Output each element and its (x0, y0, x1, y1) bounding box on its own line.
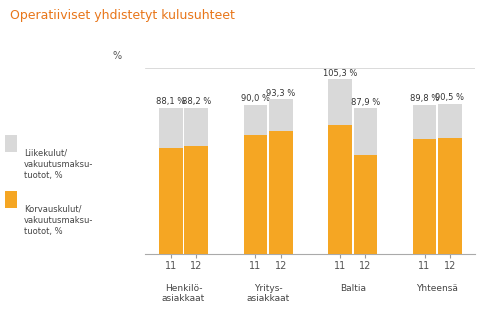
Text: 88,2 %: 88,2 % (181, 97, 211, 106)
Text: 93,3 %: 93,3 % (266, 89, 295, 98)
Text: Henkilö-
asiakkaat: Henkilö- asiakkaat (162, 284, 205, 303)
Bar (437, 138, 461, 254)
Bar (159, 148, 182, 254)
Bar (353, 155, 377, 254)
Bar (412, 105, 436, 139)
Text: 105,3 %: 105,3 % (322, 69, 356, 78)
Bar (184, 146, 208, 254)
Bar (269, 131, 292, 254)
Bar (159, 108, 182, 148)
Bar (328, 125, 351, 254)
Text: 90,0 %: 90,0 % (241, 94, 270, 103)
Text: Yhteensä: Yhteensä (415, 284, 457, 293)
Bar (412, 139, 436, 254)
Bar (437, 104, 461, 138)
Bar (353, 108, 377, 155)
Bar (184, 108, 208, 146)
Text: Baltia: Baltia (339, 284, 365, 293)
Text: %: % (112, 51, 121, 61)
Text: 89,8 %: 89,8 % (409, 95, 439, 104)
Bar (243, 135, 267, 254)
Text: 90,5 %: 90,5 % (435, 93, 464, 102)
Text: 88,1 %: 88,1 % (156, 97, 185, 106)
Bar (243, 105, 267, 135)
Text: Yritys-
asiakkaat: Yritys- asiakkaat (246, 284, 289, 303)
Text: Korvauskulut/
vakuutusmaksu-
tuotot, %: Korvauskulut/ vakuutusmaksu- tuotot, % (24, 205, 93, 236)
Text: Liikekulut/
vakuutusmaksu-
tuotot, %: Liikekulut/ vakuutusmaksu- tuotot, % (24, 149, 93, 180)
Bar (269, 99, 292, 131)
Bar (328, 79, 351, 125)
Text: 87,9 %: 87,9 % (350, 98, 379, 107)
Text: Operatiiviset yhdistetyt kulusuhteet: Operatiiviset yhdistetyt kulusuhteet (10, 9, 234, 22)
